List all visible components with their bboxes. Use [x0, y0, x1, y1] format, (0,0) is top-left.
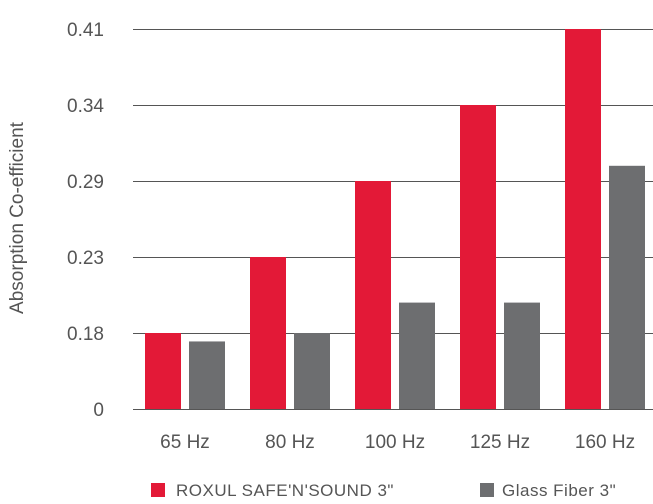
bar: [609, 165, 645, 409]
bar: [250, 257, 286, 409]
x-tick-label: 100 Hz: [365, 432, 425, 453]
y-tick-label: 0: [93, 400, 104, 421]
x-tick-label: 125 Hz: [470, 432, 530, 453]
y-tick-label: 0.29: [67, 172, 104, 193]
y-axis-title: Absorption Co-efficient: [7, 121, 28, 314]
y-axis-tick-labels: 0 0.18 0.23 0.29 0.34 0.41: [67, 20, 104, 421]
gridlines: [133, 29, 653, 410]
legend: ROXUL SAFE'N'SOUND 3" Glass Fiber 3": [151, 481, 616, 500]
x-tick-label: 65 Hz: [160, 432, 210, 453]
y-tick-label: 0.23: [67, 248, 104, 269]
y-tick-label: 0.41: [67, 20, 104, 41]
y-tick-label: 0.34: [67, 96, 104, 117]
legend-swatch: [151, 483, 165, 497]
legend-swatch: [480, 483, 494, 497]
bar: [504, 302, 540, 409]
x-tick-label: 160 Hz: [575, 432, 635, 453]
bar: [565, 29, 601, 409]
x-axis-tick-labels: 65 Hz 80 Hz 100 Hz 125 Hz 160 Hz: [160, 432, 635, 453]
bar: [460, 105, 496, 409]
bar: [399, 302, 435, 409]
bar: [294, 333, 330, 409]
y-tick-label: 0.18: [67, 324, 104, 345]
legend-label: ROXUL SAFE'N'SOUND 3": [176, 481, 394, 500]
legend-label: Glass Fiber 3": [502, 481, 616, 500]
x-tick-label: 80 Hz: [265, 432, 315, 453]
bar: [145, 333, 181, 409]
bar: [189, 341, 225, 409]
bars: [145, 29, 645, 409]
bar: [355, 181, 391, 409]
